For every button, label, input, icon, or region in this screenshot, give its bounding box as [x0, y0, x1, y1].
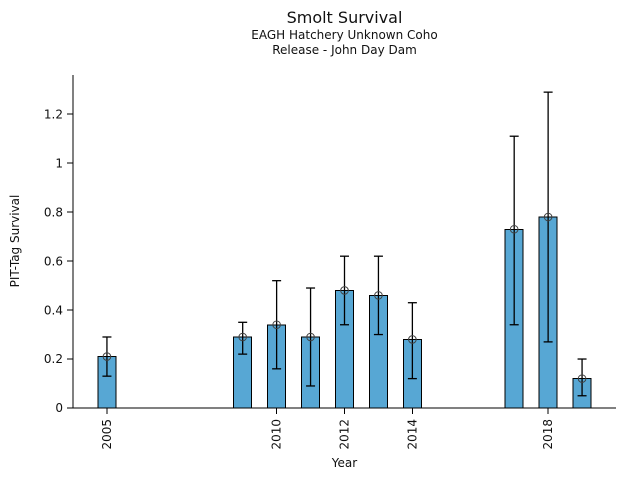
marker-2019	[577, 374, 587, 383]
marker-2009	[238, 332, 247, 342]
x-tick-label-2010: 2010	[270, 419, 284, 450]
y-tick-label-0.2: 0.2	[44, 352, 63, 366]
chart-subtitle-1: EAGH Hatchery Unknown Coho	[251, 28, 438, 42]
marker-2018	[543, 212, 553, 222]
x-tick-label-2005: 2005	[100, 419, 114, 450]
y-tick-label-0.4: 0.4	[44, 303, 63, 317]
marker-2005	[102, 352, 112, 361]
y-tick-label-0: 0	[55, 401, 63, 415]
chart-title: Smolt Survival	[286, 8, 403, 27]
marker-2013	[374, 291, 383, 300]
x-tick-label-2012: 2012	[338, 419, 352, 450]
y-tick-label-1.2: 1.2	[44, 107, 63, 121]
marker-2017	[509, 224, 519, 234]
marker-2014	[408, 335, 417, 344]
y-tick-label-1: 1	[55, 156, 63, 170]
chart-subtitle-2: Release - John Day Dam	[272, 43, 417, 57]
marker-2010	[272, 320, 281, 330]
x-tick-label-2018: 2018	[541, 419, 555, 450]
y-tick-label-0.6: 0.6	[44, 254, 63, 268]
marker-2011	[306, 332, 315, 342]
title-block: Smolt Survival EAGH Hatchery Unknown Coh…	[73, 8, 616, 58]
x-tick-label-2014: 2014	[405, 419, 419, 450]
x-axis-label: Year	[331, 456, 358, 470]
y-tick-label-0.8: 0.8	[44, 205, 63, 219]
marker-2012	[340, 286, 349, 295]
